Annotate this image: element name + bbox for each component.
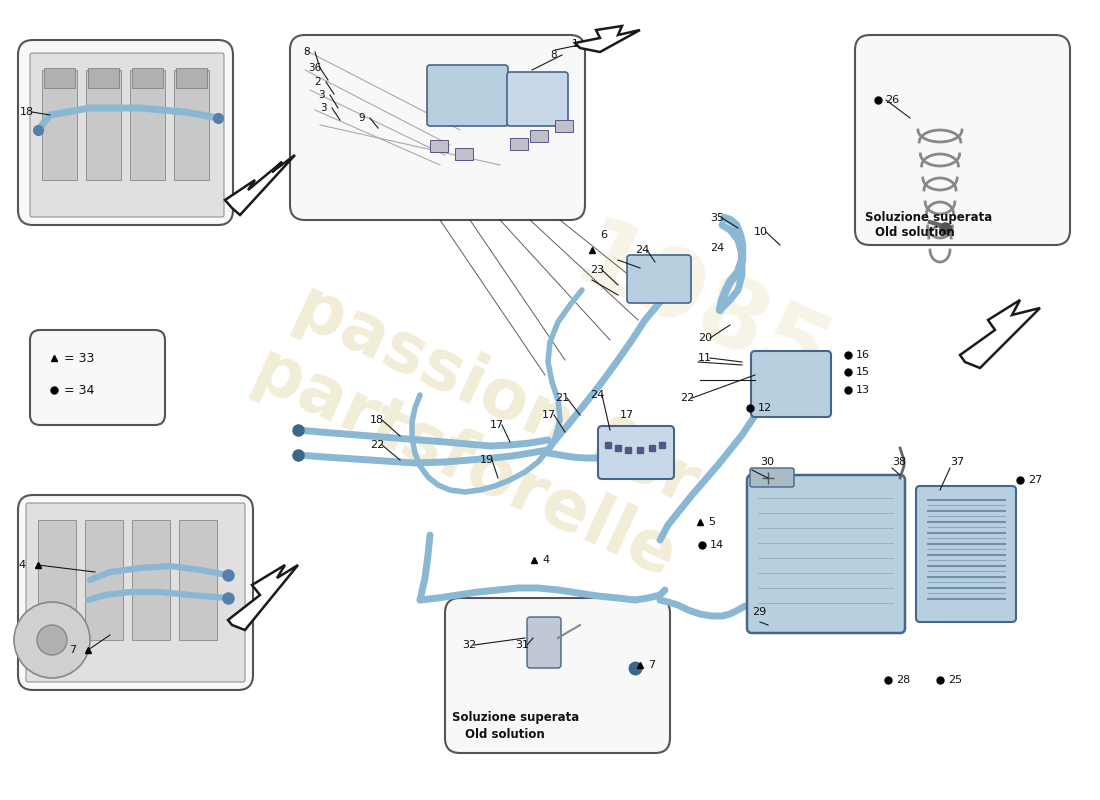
Text: 22: 22 bbox=[680, 393, 694, 403]
Text: 2: 2 bbox=[314, 77, 320, 87]
Text: 17: 17 bbox=[490, 420, 504, 430]
FancyBboxPatch shape bbox=[26, 503, 245, 682]
Text: 5: 5 bbox=[708, 517, 715, 527]
FancyBboxPatch shape bbox=[527, 617, 561, 668]
Text: 26: 26 bbox=[886, 95, 899, 105]
Text: Old solution: Old solution bbox=[874, 226, 955, 238]
Text: 11: 11 bbox=[698, 353, 712, 363]
Text: 35: 35 bbox=[710, 213, 724, 223]
Text: 22: 22 bbox=[370, 440, 384, 450]
FancyBboxPatch shape bbox=[627, 255, 691, 303]
Text: 10: 10 bbox=[754, 227, 768, 237]
Text: 16: 16 bbox=[856, 350, 870, 360]
Bar bbox=[455, 148, 473, 160]
FancyBboxPatch shape bbox=[747, 475, 905, 633]
Text: 7: 7 bbox=[648, 660, 656, 670]
Polygon shape bbox=[228, 565, 298, 630]
FancyBboxPatch shape bbox=[446, 598, 670, 753]
Text: 38: 38 bbox=[892, 457, 906, 467]
Bar bbox=[132, 520, 170, 640]
FancyBboxPatch shape bbox=[750, 468, 794, 487]
Bar bbox=[530, 130, 548, 142]
Text: 4: 4 bbox=[19, 560, 26, 570]
Text: 3: 3 bbox=[320, 103, 327, 113]
Text: 14: 14 bbox=[710, 540, 724, 550]
Text: 24: 24 bbox=[635, 245, 649, 255]
Text: 30: 30 bbox=[760, 457, 774, 467]
Text: 12: 12 bbox=[758, 403, 772, 413]
Bar bbox=[556, 120, 573, 132]
FancyBboxPatch shape bbox=[290, 35, 585, 220]
Text: 18: 18 bbox=[20, 107, 34, 117]
Text: 9: 9 bbox=[358, 113, 364, 123]
Text: 25: 25 bbox=[948, 675, 962, 685]
FancyBboxPatch shape bbox=[18, 40, 233, 225]
Circle shape bbox=[14, 602, 90, 678]
Bar bbox=[510, 138, 528, 150]
Text: = 34: = 34 bbox=[64, 383, 95, 397]
Text: Soluzione superata: Soluzione superata bbox=[865, 211, 992, 225]
Bar bbox=[88, 68, 119, 88]
Text: 1: 1 bbox=[572, 39, 579, 49]
FancyBboxPatch shape bbox=[507, 72, 568, 126]
Text: 28: 28 bbox=[896, 675, 911, 685]
Text: 3: 3 bbox=[318, 90, 324, 100]
Text: 20: 20 bbox=[698, 333, 712, 343]
Bar bbox=[42, 70, 77, 180]
Text: 21: 21 bbox=[556, 393, 569, 403]
Text: 24: 24 bbox=[710, 243, 724, 253]
Bar bbox=[86, 70, 121, 180]
Text: 8: 8 bbox=[302, 47, 309, 57]
Bar bbox=[430, 140, 448, 152]
Text: 6: 6 bbox=[600, 230, 607, 240]
Text: 29: 29 bbox=[752, 607, 767, 617]
Bar bbox=[39, 520, 76, 640]
Text: Soluzione superata: Soluzione superata bbox=[452, 711, 580, 725]
Bar bbox=[132, 68, 163, 88]
Text: 27: 27 bbox=[1028, 475, 1043, 485]
Text: 37: 37 bbox=[950, 457, 964, 467]
Text: 15: 15 bbox=[856, 367, 870, 377]
Text: passion for
partsforelle: passion for partsforelle bbox=[241, 267, 719, 593]
Text: 32: 32 bbox=[462, 640, 476, 650]
Text: 18: 18 bbox=[370, 415, 384, 425]
Bar bbox=[179, 520, 217, 640]
Text: 36: 36 bbox=[308, 63, 321, 73]
Text: 19: 19 bbox=[480, 455, 494, 465]
Bar bbox=[85, 520, 123, 640]
FancyBboxPatch shape bbox=[916, 486, 1016, 622]
FancyBboxPatch shape bbox=[427, 65, 508, 126]
Text: = 33: = 33 bbox=[64, 351, 95, 365]
Text: 17: 17 bbox=[620, 410, 634, 420]
Text: 7: 7 bbox=[69, 645, 76, 655]
Polygon shape bbox=[575, 26, 640, 52]
Polygon shape bbox=[960, 300, 1040, 368]
Text: 13: 13 bbox=[856, 385, 870, 395]
FancyBboxPatch shape bbox=[18, 495, 253, 690]
Text: 4: 4 bbox=[542, 555, 549, 565]
FancyBboxPatch shape bbox=[30, 330, 165, 425]
Text: 17: 17 bbox=[542, 410, 557, 420]
Bar bbox=[176, 68, 207, 88]
Bar bbox=[44, 68, 75, 88]
FancyBboxPatch shape bbox=[751, 351, 830, 417]
Text: 31: 31 bbox=[515, 640, 529, 650]
Polygon shape bbox=[226, 155, 295, 215]
FancyBboxPatch shape bbox=[855, 35, 1070, 245]
Circle shape bbox=[37, 625, 67, 655]
FancyBboxPatch shape bbox=[598, 426, 674, 479]
Text: Old solution: Old solution bbox=[465, 729, 544, 742]
Text: 8: 8 bbox=[550, 50, 557, 60]
Bar bbox=[174, 70, 209, 180]
FancyBboxPatch shape bbox=[30, 53, 224, 217]
Text: 1985: 1985 bbox=[558, 210, 843, 410]
Text: 24: 24 bbox=[590, 390, 604, 400]
Text: 23: 23 bbox=[590, 265, 604, 275]
Bar bbox=[130, 70, 165, 180]
